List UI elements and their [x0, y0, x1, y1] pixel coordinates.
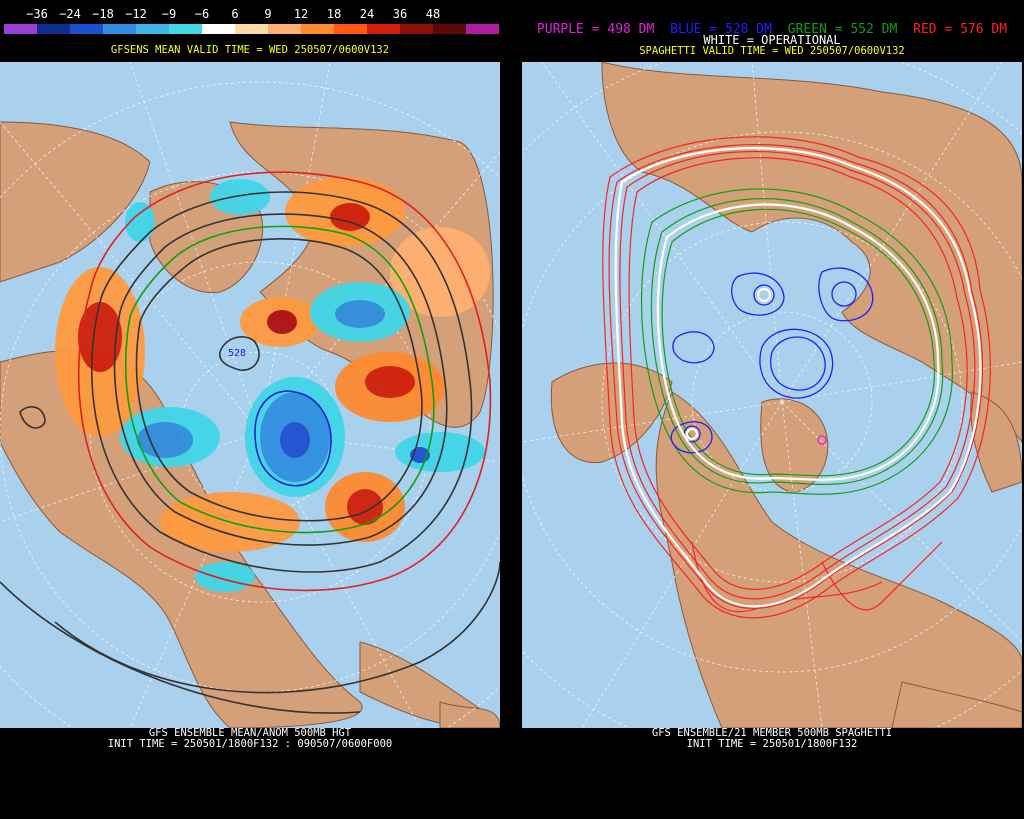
- south-america-land: [439, 701, 500, 728]
- legend-green: GREEN = 552 DM: [787, 22, 898, 37]
- spaghetti-panel: PURPLE = 498 DM BLUE = 528 DM GREEN = 55…: [522, 0, 1024, 819]
- africa-land: [970, 391, 1022, 493]
- right-valid-time-title: SPAGHETTI VALID TIME = WED 250507/0600V1…: [639, 45, 905, 57]
- colorbar-tick-label: 12: [293, 7, 309, 21]
- colorbar-segment: [4, 24, 37, 34]
- blue-528-contours: [670, 267, 874, 454]
- left-footer-line1: GFS ENSEMBLE MEAN/ANOM 500MB HGT: [148, 727, 352, 739]
- purple-498-contours: [817, 435, 827, 445]
- eurasia-north-land: [601, 62, 1022, 443]
- ensemble-mean-panel: −36 −24 −18 −12 −9 −6 6 9 12 18 24 36 48 GFSENS MEAN…: [0, 0, 502, 819]
- siberia-land: [0, 121, 151, 283]
- colorbar-segment: [301, 24, 334, 34]
- white-operational-contours: [614, 147, 982, 608]
- contour-label-528: 528: [228, 348, 246, 359]
- colorbar-tick-label: −18: [92, 7, 114, 21]
- colorbar-segment: [202, 24, 235, 34]
- height-contours: [0, 171, 500, 714]
- colorbar-segment: [136, 24, 169, 34]
- legend-red: RED = 576 DM: [913, 22, 1008, 37]
- mean-anomaly-map-svg: 528: [0, 62, 500, 728]
- spaghetti-map: [522, 62, 1022, 728]
- colorbar-segment: [367, 24, 400, 34]
- ensemble-mean-map: 528: [0, 62, 500, 728]
- colorbar-segment: [466, 24, 499, 34]
- operational-label: WHITE = OPERATIONAL: [703, 33, 841, 47]
- spaghetti-map-svg: [522, 62, 1022, 728]
- colorbar-segment: [334, 24, 367, 34]
- colorbar-tick-label: 24: [359, 7, 375, 21]
- colorbar-tick-label: −9: [161, 7, 177, 21]
- colorbar-tick-label: 48: [425, 7, 441, 21]
- neg-anom-siberia: [210, 179, 270, 215]
- colorbar-ticks: −36 −24 −18 −12 −9 −6 6 9 12 18 24 36 48: [4, 7, 499, 21]
- colorbar-tick-label: 6: [231, 7, 239, 21]
- spaghetti-legend: PURPLE = 498 DM BLUE = 528 DM GREEN = 55…: [522, 22, 1022, 37]
- colorbar-segment: [268, 24, 301, 34]
- colorbar-tick-label: −6: [194, 7, 210, 21]
- north-america-land: [655, 391, 1022, 728]
- south-america-land: [891, 681, 1022, 728]
- right-footer-line2: INIT TIME = 250501/1800F132: [686, 738, 858, 750]
- colorbar-segment: [235, 24, 268, 34]
- colorbar-segment: [37, 24, 70, 34]
- landmasses: [550, 62, 1022, 728]
- legend-blue: BLUE = 528 DM: [670, 22, 772, 37]
- neg-anom-west-small: [125, 202, 155, 242]
- colorbar-tick-label: −12: [125, 7, 147, 21]
- colorbar-tick-label: −36: [26, 7, 48, 21]
- colorbar-segment: [103, 24, 136, 34]
- colorbar-tick-label: 36: [392, 7, 408, 21]
- colorbar-segment: [169, 24, 202, 34]
- colorbar-segment: [400, 24, 433, 34]
- legend-purple: PURPLE = 498 DM: [536, 22, 655, 37]
- colorbar-segment: [433, 24, 466, 34]
- greenland-land: [760, 398, 829, 493]
- colorbar-segment: [70, 24, 103, 34]
- left-valid-time-title: GFSENS MEAN VALID TIME = WED 250507/0600…: [110, 44, 390, 56]
- colorbar-tick-label: 18: [326, 7, 342, 21]
- colorbar-tick-label: 9: [264, 7, 272, 21]
- panel-divider: [502, 0, 522, 819]
- right-footer-line1: GFS ENSEMBLE/21 MEMBER 500MB SPAGHETTI: [651, 727, 893, 739]
- anomaly-colorbar: [4, 24, 499, 34]
- left-footer-line2: INIT TIME = 250501/1800F132 : 090507/060…: [107, 738, 393, 750]
- colorbar-tick-label: −24: [59, 7, 81, 21]
- neg-anom-southwest: [195, 562, 255, 592]
- lat-lon-grid: [522, 62, 1022, 728]
